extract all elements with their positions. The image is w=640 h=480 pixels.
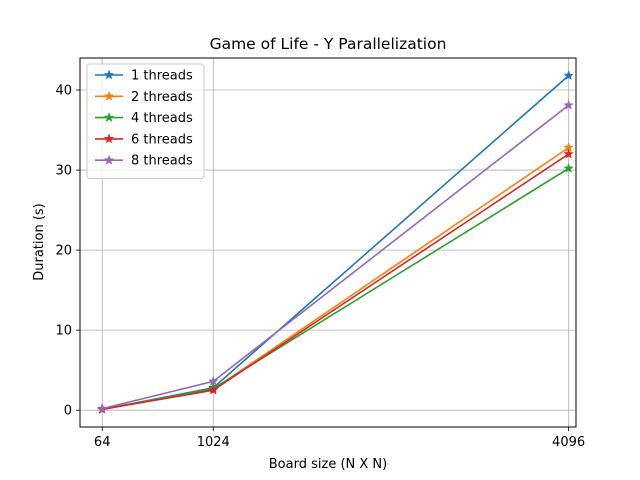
legend-label: 6 threads [131,132,193,147]
y-tick-label: 0 [64,404,72,419]
x-axis-label: Board size (N X N) [269,457,387,472]
y-tick-label: 10 [55,324,72,339]
data-point [563,162,574,173]
legend-label: 4 threads [131,111,193,126]
data-point [208,375,219,386]
data-point [96,403,108,414]
legend: 1 threads 2 threads 4 threads 6 threads 8 th… [86,63,205,179]
legend-label: 2 threads [131,90,193,105]
legend-marker [103,90,115,101]
y-tick-label: 40 [55,84,72,99]
legend-marker [103,133,115,144]
legend-entry: 6 threads [95,132,193,147]
series-5 [96,99,574,414]
series-lines [96,70,574,414]
y-axis-label: Duration (s) [32,203,47,281]
legend-box [86,63,205,179]
axis-ticks: 64 1024 4096 0 10 20 30 40 [55,84,585,450]
plot-area [79,57,577,428]
legend-entry: 4 threads [95,111,193,126]
data-point [563,148,574,159]
legend-marker [103,112,115,123]
legend-entry: 1 threads [95,69,193,84]
data-point [208,384,219,395]
legend-marker [103,69,115,80]
x-tick-label: 4096 [552,435,585,450]
legend-label: 1 threads [131,69,193,84]
legend-marker [103,154,115,165]
legend-entry: 2 threads [95,90,193,105]
y-tick-label: 20 [55,244,72,259]
data-point [563,99,574,110]
x-tick-label: 1024 [197,435,230,450]
data-point [563,70,574,81]
chart-title: Game of Life - Y Parallelization [210,35,447,53]
legend-entry: 8 threads [95,154,193,169]
x-tick-label: 64 [94,435,111,450]
legend-label: 8 threads [131,154,193,169]
y-tick-label: 30 [55,164,72,179]
